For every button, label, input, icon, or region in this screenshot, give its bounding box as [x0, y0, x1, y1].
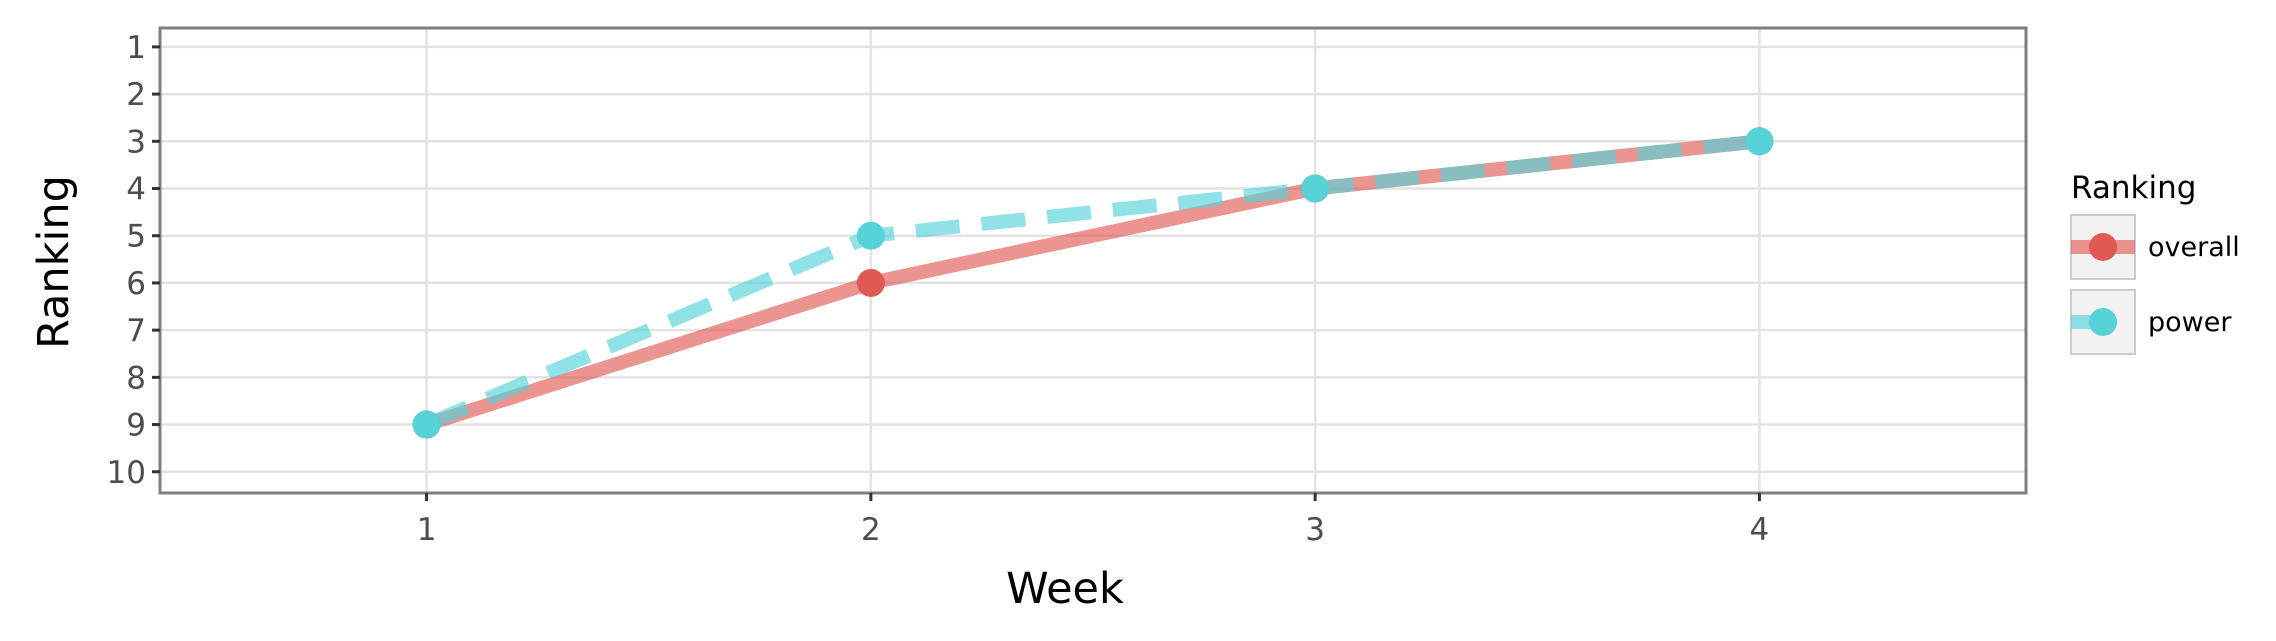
legend-entry-overall: overall	[2070, 214, 2240, 280]
x-tick-label: 2	[861, 512, 881, 548]
legend-label: overall	[2148, 232, 2240, 263]
plot-panel-border	[158, 26, 2028, 495]
y-tick-label: 7	[126, 313, 146, 349]
legend-key-marker	[2089, 233, 2117, 261]
y-tick-label: 9	[126, 408, 146, 444]
data-point-power	[1745, 127, 1774, 156]
y-tick-label: 6	[126, 266, 146, 302]
y-axis-title: Ranking	[29, 175, 79, 349]
y-tick-label: 5	[126, 219, 146, 255]
legend-label: power	[2148, 307, 2232, 338]
legend-key-marker	[2089, 308, 2117, 336]
y-tick-label: 3	[126, 124, 146, 160]
x-tick-label: 1	[417, 512, 437, 548]
legend: Ranking overall power	[2070, 170, 2240, 355]
x-axis-ticks: 1 2 3 4	[417, 493, 1770, 548]
legend-entries: overall power	[2070, 214, 2240, 355]
x-tick-label: 3	[1305, 512, 1325, 548]
series-line-power	[423, 134, 1761, 431]
y-tick-label: 4	[126, 172, 146, 208]
series-layer	[412, 127, 1774, 439]
y-tick-label: 10	[107, 455, 146, 491]
x-axis-title: Week	[1006, 564, 1124, 614]
data-point-power	[856, 221, 885, 250]
y-axis-ticks: 1 2 3 4 5 6 7 8 9 10	[107, 30, 160, 491]
y-tick-label: 8	[126, 360, 146, 396]
legend-title: Ranking	[2071, 170, 2196, 206]
data-point-overall	[856, 268, 885, 297]
y-tick-label: 1	[126, 30, 146, 66]
legend-entry-power: power	[2070, 289, 2232, 355]
data-point-power	[412, 410, 441, 439]
x-tick-label: 4	[1750, 512, 1770, 548]
data-point-power	[1301, 174, 1330, 203]
y-tick-label: 2	[126, 77, 146, 113]
